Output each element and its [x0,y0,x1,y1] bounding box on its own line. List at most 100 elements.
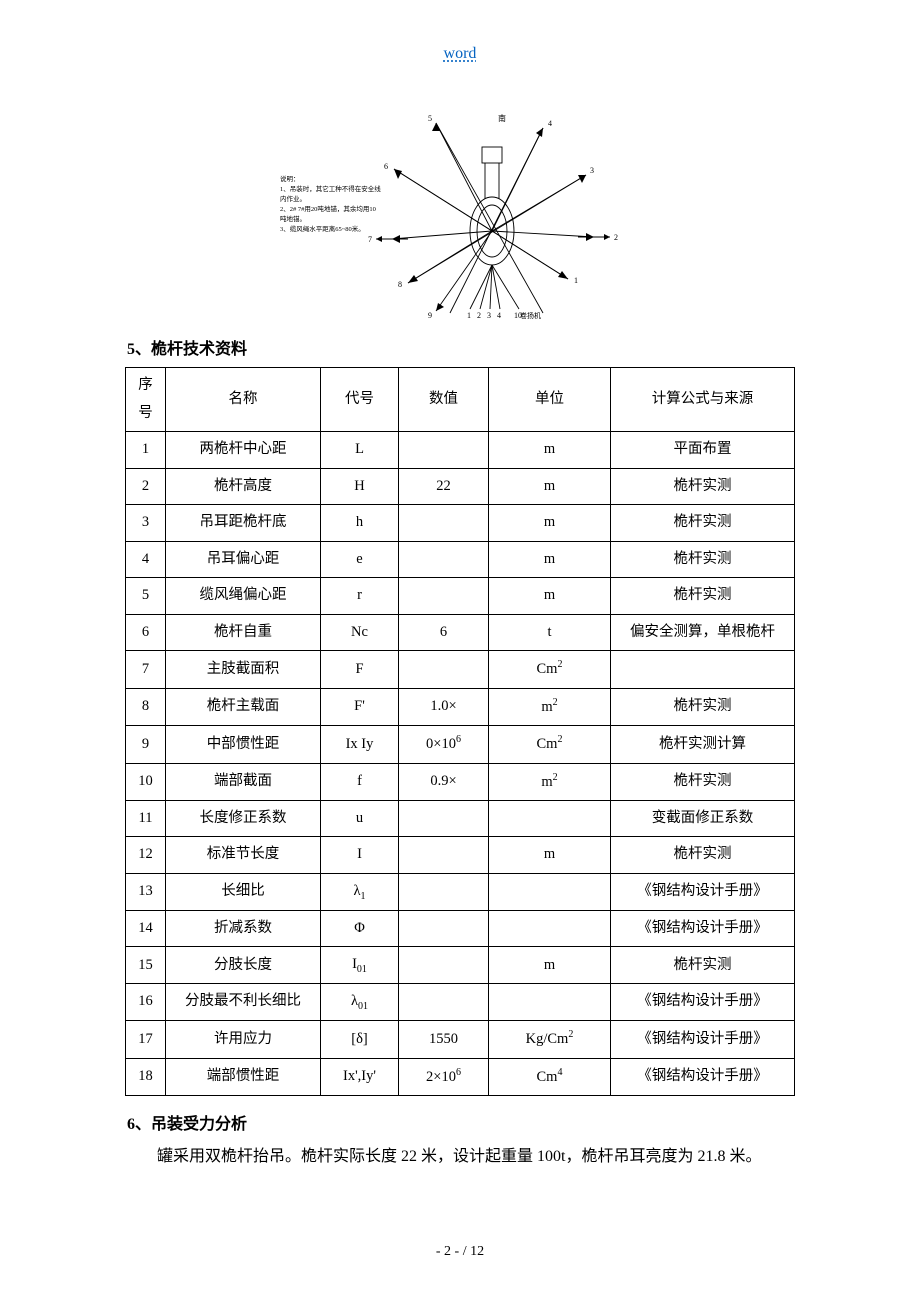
cell-value [399,432,489,469]
anchor-label-5: 5 [428,114,432,123]
cell-seq: 17 [126,1021,166,1058]
cell-value [399,651,489,688]
cell-code: I [321,837,399,874]
anchor-label-8: 8 [398,280,402,289]
table-row: 17许用应力[δ]1550Kg/Cm2《钢结构设计手册》 [126,1021,795,1058]
winch-label-2: 2 [477,311,481,319]
cell-unit: m2 [489,763,611,800]
cell-value [399,541,489,578]
cell-name: 端部惯性距 [166,1058,321,1095]
cell-unit: Kg/Cm2 [489,1021,611,1058]
cell-code: Nc [321,614,399,651]
section5-heading-num: 5、 [127,341,151,358]
cell-seq: 2 [126,468,166,505]
cell-value [399,873,489,910]
cell-seq: 16 [126,984,166,1021]
cell-name: 主肢截面积 [166,651,321,688]
cell-value [399,984,489,1021]
cell-value [399,910,489,947]
table-row: 1两桅杆中心距Lm平面布置 [126,432,795,469]
cell-unit: Cm2 [489,651,611,688]
diagram-top-label: 南 [498,113,506,123]
cell-name: 桅杆主载面 [166,688,321,725]
anchor-label-4: 4 [548,119,552,128]
table-row: 6桅杆自重Nc6t偏安全测算，单根桅杆 [126,614,795,651]
anchor-label-7: 7 [368,235,372,244]
cell-source: 桅杆实测 [611,578,795,615]
cell-code: F [321,651,399,688]
cell-seq: 13 [126,873,166,910]
cell-name: 缆风绳偏心距 [166,578,321,615]
table-row: 11长度修正系数u变截面修正系数 [126,800,795,837]
th-unit: 单位 [489,368,611,432]
table-row: 3吊耳距桅杆底hm桅杆实测 [126,505,795,542]
cell-unit: m [489,541,611,578]
cell-source: 桅杆实测 [611,837,795,874]
cell-seq: 8 [126,688,166,725]
cell-value [399,800,489,837]
cell-code: L [321,432,399,469]
cell-value [399,505,489,542]
cell-seq: 11 [126,800,166,837]
table-row: 16分肢最不利长细比λ01《钢结构设计手册》 [126,984,795,1021]
cell-unit: m [489,837,611,874]
cell-name: 分肢最不利长细比 [166,984,321,1021]
cell-source: 平面布置 [611,432,795,469]
cell-name: 长度修正系数 [166,800,321,837]
cell-unit: m [489,505,611,542]
cell-unit: Cm2 [489,726,611,763]
cell-name: 吊耳距桅杆底 [166,505,321,542]
cell-seq: 5 [126,578,166,615]
cell-code: Φ [321,910,399,947]
diagram-note-line: 1、吊装时，其它工种不得在安全线 [280,184,381,193]
table-row: 7主肢截面积FCm2 [126,651,795,688]
anchor-label-9: 9 [428,311,432,319]
diagram-note-line: 说明： [280,174,300,183]
cell-name: 两桅杆中心距 [166,432,321,469]
table-row: 8桅杆主载面F'1.0×m2桅杆实测 [126,688,795,725]
th-name: 名称 [166,368,321,432]
winch-label-3: 3 [487,311,491,319]
cell-unit [489,800,611,837]
cell-name: 分肢长度 [166,947,321,984]
cell-unit: t [489,614,611,651]
cell-seq: 18 [126,1058,166,1095]
diagram-note-line: 内作业。 [280,194,306,203]
cell-name: 端部截面 [166,763,321,800]
table-header-row: 序号 名称 代号 数值 单位 计算公式与来源 [126,368,795,432]
th-value: 数值 [399,368,489,432]
cell-name: 桅杆自重 [166,614,321,651]
cell-seq: 14 [126,910,166,947]
cell-unit: Cm4 [489,1058,611,1095]
section6-heading-num: 6、 [127,1116,151,1133]
cell-name: 长细比 [166,873,321,910]
cell-code: Ix',Iy' [321,1058,399,1095]
cell-value: 2×106 [399,1058,489,1095]
cell-source: 《钢结构设计手册》 [611,1021,795,1058]
cell-value: 1.0× [399,688,489,725]
cell-name: 桅杆高度 [166,468,321,505]
diagram-note-line: 吨地锚。 [280,214,306,223]
cell-seq: 6 [126,614,166,651]
cell-value: 22 [399,468,489,505]
cell-source: 桅杆实测 [611,763,795,800]
cell-unit: m2 [489,688,611,725]
th-code: 代号 [321,368,399,432]
anchor-label-2: 2 [614,233,618,242]
cell-code: H [321,468,399,505]
cell-source: 桅杆实测 [611,947,795,984]
table-row: 9中部惯性距Ix Iy0×106Cm2桅杆实测计算 [126,726,795,763]
diagram-note-line: 3、缆风绳水平距离65~80米。 [280,224,365,233]
cell-code: f [321,763,399,800]
winch-label-4: 4 [497,311,501,319]
cell-code: [δ] [321,1021,399,1058]
cell-seq: 12 [126,837,166,874]
cell-value: 0×106 [399,726,489,763]
cell-source: 桅杆实测 [611,505,795,542]
guy-wire-diagram: 1 2 3 4 5 6 7 8 9 1 2 3 4 10 南 卷扬机 说明： 1 [260,91,660,319]
cell-code: I01 [321,947,399,984]
cell-source: 桅杆实测 [611,468,795,505]
th-seq: 序号 [126,368,166,432]
table-row: 14折减系数Φ《钢结构设计手册》 [126,910,795,947]
document-page: word [0,0,920,1302]
